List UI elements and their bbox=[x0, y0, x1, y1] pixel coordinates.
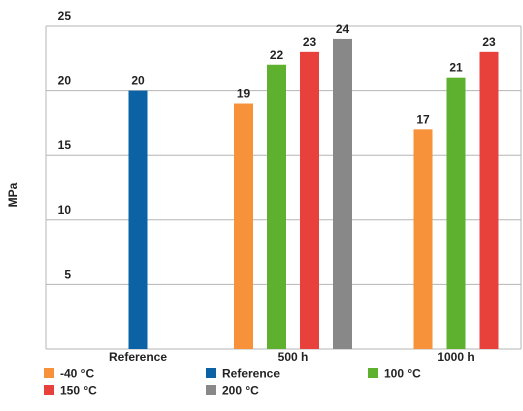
data-label: 19 bbox=[237, 87, 251, 101]
data-label: 24 bbox=[336, 22, 350, 36]
legend-label: Reference bbox=[222, 367, 280, 381]
x-tick-label: Reference bbox=[109, 350, 167, 364]
legend-label: 150 °C bbox=[60, 384, 97, 398]
bar bbox=[267, 64, 286, 349]
bar bbox=[413, 129, 433, 349]
legend-swatch bbox=[206, 385, 216, 395]
data-label: 20 bbox=[131, 74, 145, 88]
legend-label: 200 °C bbox=[222, 384, 259, 398]
legend-label: 100 °C bbox=[384, 367, 421, 381]
legend-swatch bbox=[206, 368, 216, 378]
data-label: 23 bbox=[303, 35, 317, 49]
legend-swatch bbox=[368, 368, 378, 378]
bar bbox=[300, 51, 319, 350]
y-tick-label: 25 bbox=[58, 9, 72, 23]
legend-swatch bbox=[44, 368, 54, 378]
data-label: 22 bbox=[270, 48, 284, 62]
bar bbox=[234, 103, 253, 350]
legend: -40 °C Reference 100 °C 150 °C 200 °C bbox=[44, 367, 421, 398]
x-tick-label: 1000 h bbox=[437, 350, 474, 364]
data-label: 21 bbox=[449, 61, 463, 75]
bar bbox=[446, 77, 466, 350]
x-tick-label: 500 h bbox=[278, 350, 309, 364]
y-tick-label: 15 bbox=[58, 138, 72, 152]
legend-label: -40 °C bbox=[60, 367, 94, 381]
y-tick-label: 10 bbox=[58, 203, 72, 217]
labels: 5 10 15 20 25 20 Reference 19 22 23 24 500 h 17 21 23 1… bbox=[58, 9, 496, 364]
data-label: 23 bbox=[482, 35, 496, 49]
bar bbox=[333, 38, 352, 350]
bar bbox=[479, 51, 499, 350]
data-label: 17 bbox=[416, 112, 430, 126]
bars bbox=[128, 38, 499, 350]
y-tick-label: 5 bbox=[64, 267, 71, 281]
bar bbox=[128, 90, 148, 349]
y-tick-label: 20 bbox=[58, 74, 72, 88]
legend-swatch bbox=[44, 385, 54, 395]
y-axis-title: MPa bbox=[6, 182, 20, 207]
